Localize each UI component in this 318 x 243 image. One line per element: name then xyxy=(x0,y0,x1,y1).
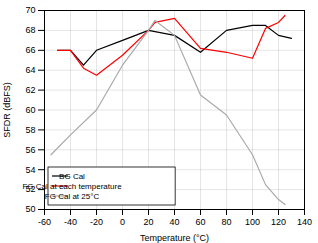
svg-text:SFDR (dBFS): SFDR (dBFS) xyxy=(2,82,12,138)
svg-text:100: 100 xyxy=(245,217,260,227)
svg-text:120: 120 xyxy=(271,217,286,227)
svg-text:60: 60 xyxy=(195,217,205,227)
svg-text:BG Cal: BG Cal xyxy=(59,172,85,181)
svg-text:0: 0 xyxy=(120,217,125,227)
svg-text:68: 68 xyxy=(25,25,35,35)
svg-text:50: 50 xyxy=(25,204,35,214)
svg-text:-20: -20 xyxy=(90,217,103,227)
svg-text:56: 56 xyxy=(25,145,35,155)
svg-text:70: 70 xyxy=(25,5,35,15)
svg-text:Temperature (°C): Temperature (°C) xyxy=(140,233,209,243)
svg-text:140: 140 xyxy=(297,217,312,227)
svg-text:-60: -60 xyxy=(38,217,51,227)
svg-text:FG Cal at each temperature: FG Cal at each temperature xyxy=(22,182,122,191)
svg-text:20: 20 xyxy=(143,217,153,227)
svg-text:62: 62 xyxy=(25,85,35,95)
svg-text:40: 40 xyxy=(169,217,179,227)
svg-text:66: 66 xyxy=(25,45,35,55)
svg-text:54: 54 xyxy=(25,165,35,175)
svg-text:80: 80 xyxy=(221,217,231,227)
svg-text:60: 60 xyxy=(25,105,35,115)
svg-text:58: 58 xyxy=(25,125,35,135)
svg-text:64: 64 xyxy=(25,65,35,75)
svg-text:FG Cal at 25°C: FG Cal at 25°C xyxy=(45,192,100,201)
svg-text:-40: -40 xyxy=(64,217,77,227)
